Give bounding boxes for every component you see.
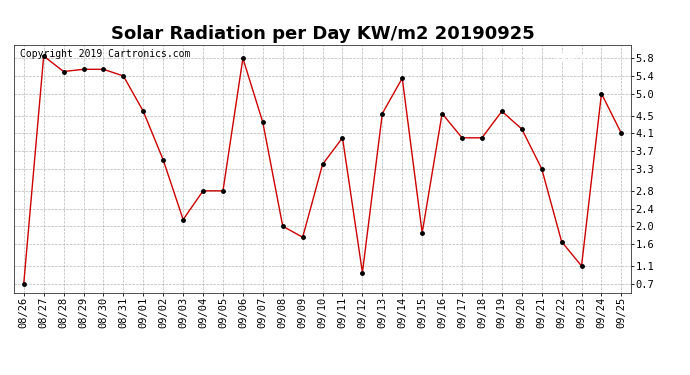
Text: Copyright 2019 Cartronics.com: Copyright 2019 Cartronics.com bbox=[20, 49, 190, 59]
Title: Solar Radiation per Day KW/m2 20190925: Solar Radiation per Day KW/m2 20190925 bbox=[110, 26, 535, 44]
